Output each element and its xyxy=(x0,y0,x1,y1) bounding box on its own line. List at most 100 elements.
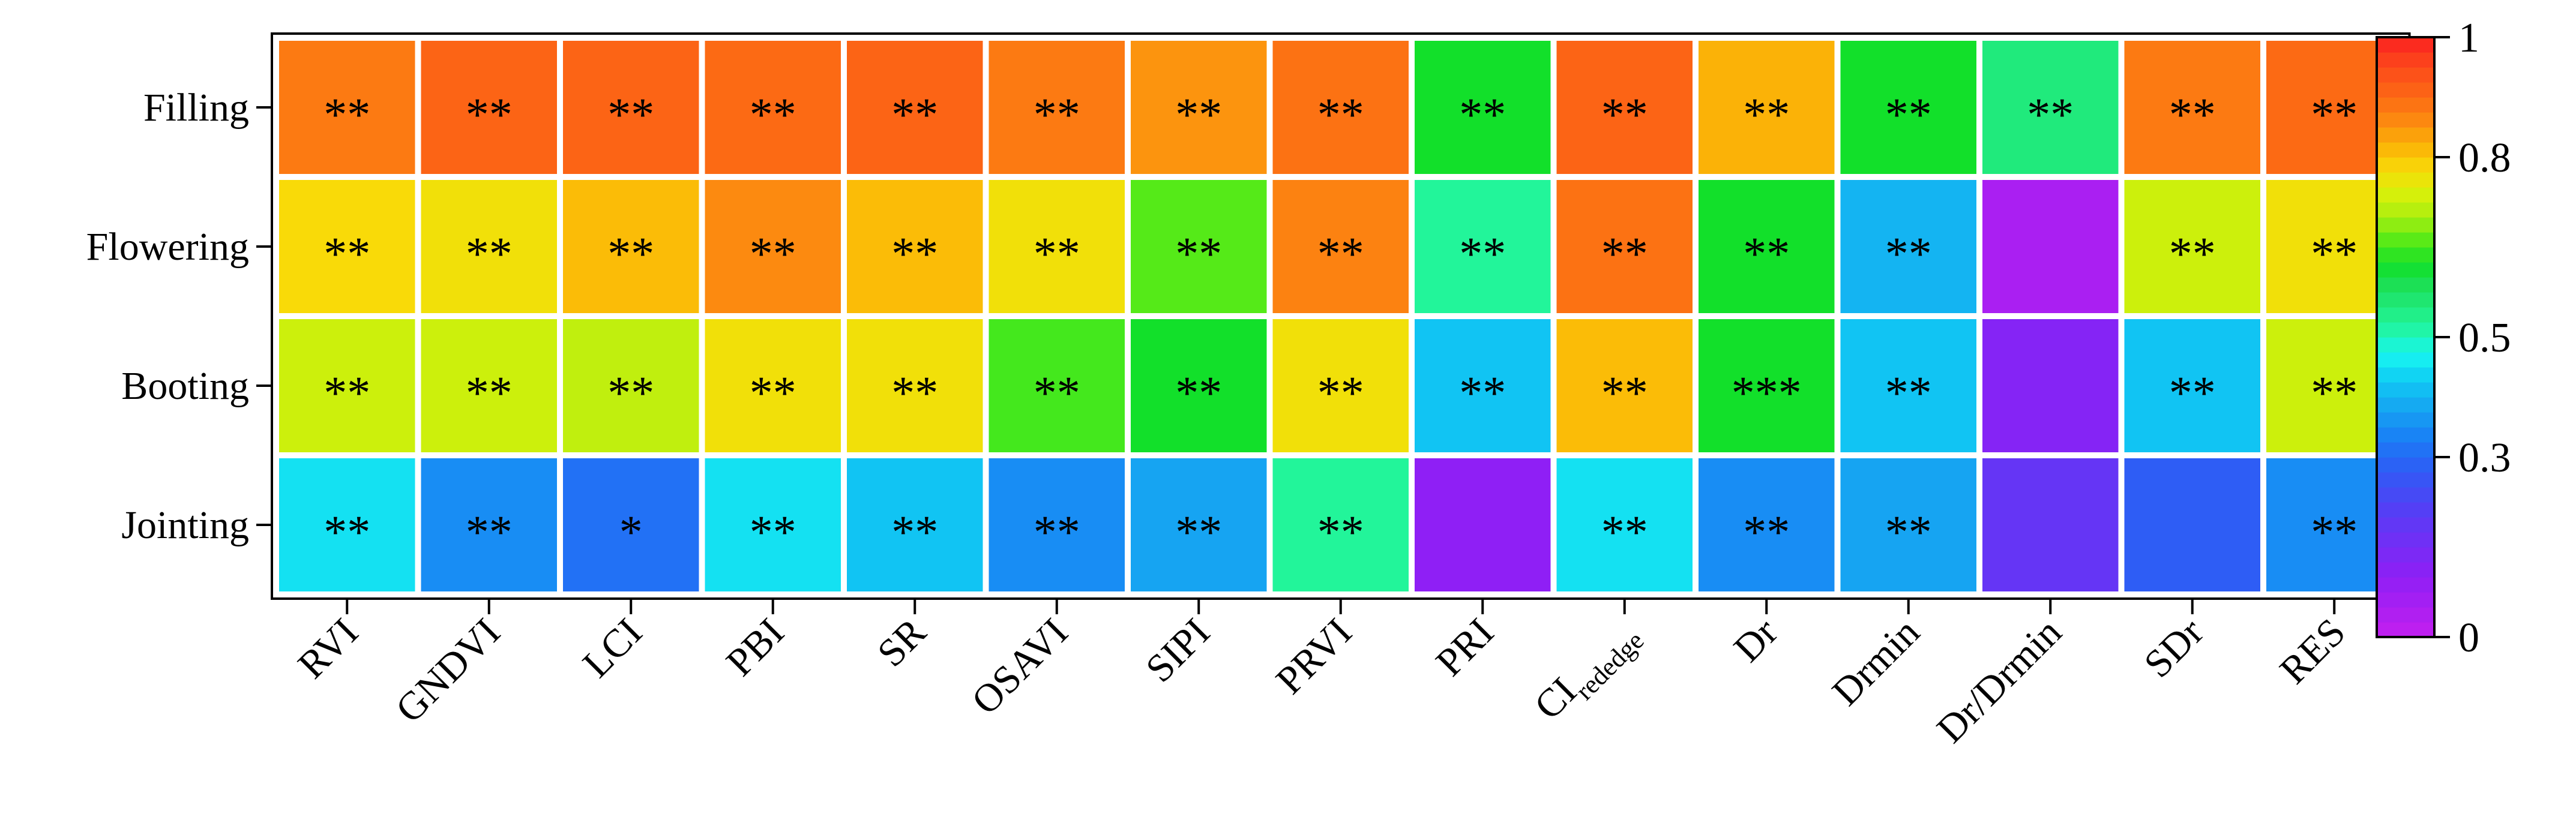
x-tick-label: PBI xyxy=(718,610,792,684)
significance-label: ** xyxy=(891,506,938,558)
heatmap-cell xyxy=(847,180,983,313)
x-tick-subscript: rededge xyxy=(1569,626,1649,705)
y-tick-label: Flowering xyxy=(86,225,249,269)
colorbar-band xyxy=(2377,127,2434,143)
significance-label: ** xyxy=(1885,227,1932,280)
colorbar-band xyxy=(2377,622,2434,638)
x-tick-label: OSAVI xyxy=(963,610,1076,723)
heatmap-cell xyxy=(705,180,841,313)
significance-label: ** xyxy=(324,367,370,419)
y-tick-label: Jointing xyxy=(121,503,249,547)
colorbar-band xyxy=(2377,382,2434,398)
colorbar-band xyxy=(2377,592,2434,608)
significance-label: ** xyxy=(324,227,370,280)
heatmap-cell xyxy=(2124,458,2260,591)
heatmap-cell xyxy=(563,41,699,174)
significance-label: ** xyxy=(466,367,513,419)
significance-label: ** xyxy=(1885,367,1932,419)
significance-label: ** xyxy=(1034,227,1080,280)
heatmap-cell xyxy=(2124,319,2260,452)
colorbar-band xyxy=(2377,472,2434,488)
heatmap-cell xyxy=(1556,319,1693,452)
significance-label: ** xyxy=(1459,227,1506,280)
x-tick-label: SDr xyxy=(2136,610,2212,686)
heatmap-cell xyxy=(279,180,415,313)
significance-label: *** xyxy=(1732,367,1802,419)
heatmap-cell xyxy=(421,458,557,591)
significance-label: ** xyxy=(2311,88,2358,140)
significance-label: ** xyxy=(2311,506,2358,558)
significance-label: ** xyxy=(891,227,938,280)
x-axis: RVI GNDVI LCI PBI SR OSAVI SIPI PRVI PRI CIrededg… xyxy=(290,599,2354,752)
colorbar-band xyxy=(2377,562,2434,578)
significance-label: ** xyxy=(1459,367,1506,419)
significance-label: ** xyxy=(750,506,796,558)
heatmap-cell xyxy=(989,41,1125,174)
colorbar-tick-label: 0 xyxy=(2458,615,2479,661)
heatmap-cell xyxy=(847,458,983,591)
colorbar-band xyxy=(2377,172,2434,188)
heatmap-cell xyxy=(421,41,557,174)
colorbar-tick-label: 0.3 xyxy=(2458,435,2511,481)
heatmap-cell xyxy=(1272,180,1409,313)
significance-label: ** xyxy=(1743,506,1790,558)
heatmap-cell xyxy=(1272,41,1409,174)
heatmap-cell xyxy=(989,319,1125,452)
colorbar-band xyxy=(2377,532,2434,548)
heatmap-cell xyxy=(1415,458,1551,591)
colorbar-band xyxy=(2377,547,2434,563)
heatmap-cell xyxy=(1840,319,1976,452)
heatmap-cell xyxy=(279,458,415,591)
colorbar-band xyxy=(2377,292,2434,308)
significance-label: ** xyxy=(1034,506,1080,558)
x-tick-label: CIrededge xyxy=(1526,610,1650,734)
x-tick-label: GNDVI xyxy=(387,610,508,731)
significance-label: ** xyxy=(750,367,796,419)
heatmap-cell xyxy=(1982,180,2119,313)
colorbar-band xyxy=(2377,487,2434,503)
y-tick-label: Filling xyxy=(143,86,249,130)
heatmap-cell xyxy=(279,319,415,452)
significance-label: ** xyxy=(1601,88,1648,140)
significance-label: ** xyxy=(324,88,370,140)
heatmap-cell xyxy=(1556,180,1693,313)
colorbar-band xyxy=(2377,502,2434,518)
x-tick-label: SIPI xyxy=(1137,610,1218,691)
significance-label: ** xyxy=(324,506,370,558)
x-tick-label: RES xyxy=(2272,610,2354,692)
significance-label: ** xyxy=(1317,227,1364,280)
colorbar-band xyxy=(2377,97,2434,113)
significance-label: ** xyxy=(607,367,654,419)
x-tick-label: PRVI xyxy=(1268,610,1360,702)
significance-label: ** xyxy=(1175,227,1222,280)
x-tick-label: PRI xyxy=(1428,610,1502,684)
colorbar-band xyxy=(2377,67,2434,83)
heatmap-cell xyxy=(1415,180,1551,313)
x-tick-label: Dr xyxy=(1726,610,1786,671)
significance-label: ** xyxy=(466,506,513,558)
heatmap-cell xyxy=(1699,319,1835,452)
significance-label: ** xyxy=(891,88,938,140)
x-tick-label: SR xyxy=(869,610,934,675)
significance-label: ** xyxy=(607,227,654,280)
heatmap-cell xyxy=(705,458,841,591)
significance-label: ** xyxy=(1601,506,1648,558)
heatmap-cell xyxy=(1556,41,1693,174)
colorbar-band xyxy=(2377,247,2434,263)
significance-label: ** xyxy=(1885,506,1932,558)
colorbar-band xyxy=(2377,427,2434,443)
colorbar-band xyxy=(2377,412,2434,428)
colorbar-band xyxy=(2377,367,2434,383)
heatmap-cell xyxy=(1556,458,1693,591)
colorbar-tick-label: 0.8 xyxy=(2458,135,2511,181)
significance-label: ** xyxy=(891,367,938,419)
heatmap-cell xyxy=(1131,41,1267,174)
colorbar-band xyxy=(2377,112,2434,128)
colorbar-band xyxy=(2377,187,2434,203)
significance-label: ** xyxy=(466,227,513,280)
heatmap-cell xyxy=(1272,458,1409,591)
colorbar-band xyxy=(2377,457,2434,473)
colorbar-band xyxy=(2377,442,2434,458)
colorbar-band xyxy=(2377,82,2434,98)
significance-label: ** xyxy=(1743,88,1790,140)
